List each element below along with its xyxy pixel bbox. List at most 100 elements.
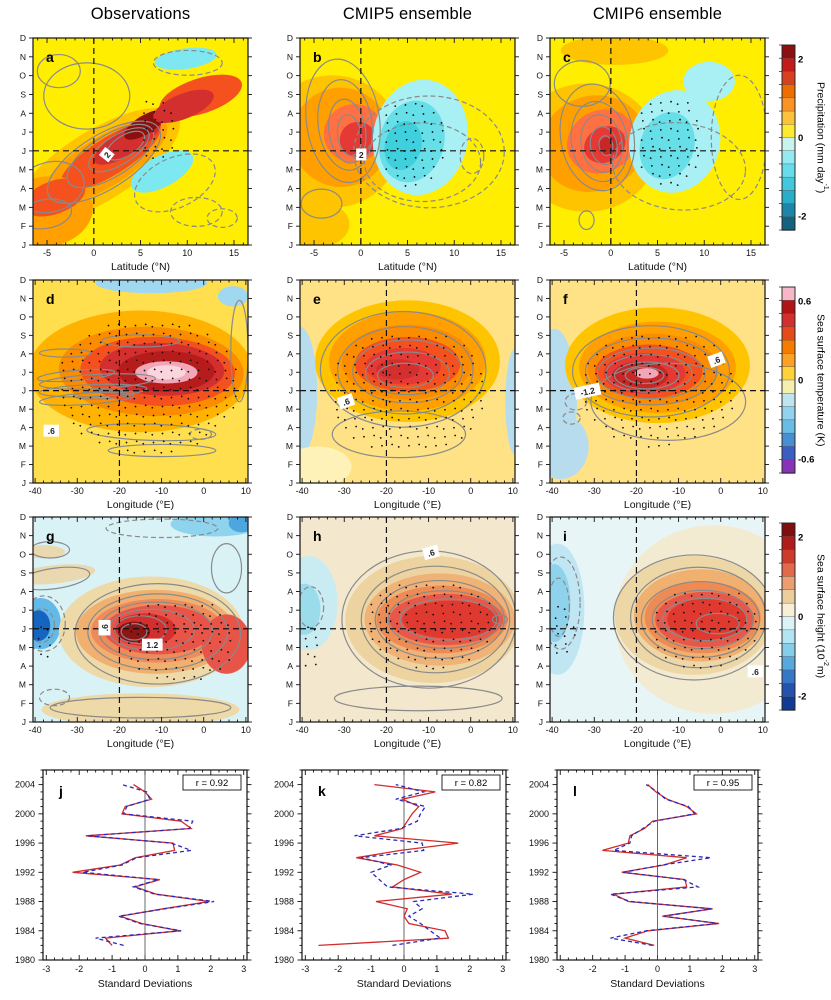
svg-text:O: O [536,549,543,559]
plot-frame [299,279,516,484]
svg-text:A: A [20,587,26,597]
svg-text:S: S [537,568,543,578]
svg-text:0: 0 [468,486,473,496]
svg-text:1996: 1996 [529,838,549,848]
colorbar-ssh: 2 0 -2 [779,522,806,711]
svg-text:-1: -1 [108,964,116,974]
svg-text:N: N [20,293,26,303]
contour-label: -1.2 [573,382,602,400]
svg-text:0: 0 [468,725,473,735]
svg-text:1988: 1988 [529,897,549,907]
svg-text:F: F [288,698,293,708]
svg-text:A: A [287,108,293,118]
svg-text:J: J [22,127,26,137]
svg-text:2: 2 [467,964,472,974]
svg-text:-30: -30 [71,725,84,735]
svg-text:2: 2 [798,533,803,544]
svg-text:M: M [286,202,293,212]
tick-marks [29,37,252,246]
svg-text:5: 5 [655,248,660,258]
svg-text:A: A [537,108,543,118]
svg-text:-20: -20 [113,725,126,735]
svg-text:O: O [286,71,293,81]
svg-text:N: N [20,52,26,62]
svg-text:-30: -30 [588,486,601,496]
tick-marks [296,279,519,484]
axis-tick-labels: 1980 1984 1988 1992 1996 2000 2004 -3 -2 -1 0 1 2 3 [15,780,246,974]
svg-text:J: J [22,717,26,727]
tick-marks [29,516,252,723]
contour-lines [562,325,747,441]
svg-text:1992: 1992 [529,867,549,877]
svg-text:0: 0 [91,248,96,258]
svg-text:0: 0 [798,612,803,623]
contour-label: .6 [422,544,441,561]
svg-text:A: A [20,423,26,433]
svg-text:A: A [537,349,543,359]
x-axis-title: Latitude (°N) [628,261,687,273]
svg-text:M: M [19,441,26,451]
contour-label: 1.2 [142,638,163,651]
svg-text:1.2: 1.2 [146,640,158,650]
panel-letter: l [573,783,577,799]
svg-text:10: 10 [449,248,459,258]
svg-text:10: 10 [758,725,768,735]
colorbar-title-sst: Sea surface temperature (K) [814,313,827,447]
svg-text:J: J [539,127,543,137]
svg-text:5: 5 [405,248,410,258]
svg-text:-40: -40 [296,725,309,735]
svg-text:N: N [287,531,293,541]
plot-frame [549,516,766,723]
svg-text:J: J [289,605,293,615]
svg-text:A: A [20,184,26,194]
svg-text:15: 15 [746,248,756,258]
svg-text:0: 0 [655,964,660,974]
svg-text:M: M [19,680,26,690]
svg-text:-40: -40 [546,725,559,735]
svg-text:-2: -2 [334,964,342,974]
svg-text:J: J [289,127,293,137]
svg-text:-30: -30 [338,486,351,496]
svg-text:-10: -10 [422,725,435,735]
tick-marks [296,516,519,723]
svg-text:M: M [286,680,293,690]
svg-text:2: 2 [359,150,364,160]
svg-text:N: N [537,52,543,62]
stipple-dots [554,592,758,669]
svg-text:-20: -20 [113,486,126,496]
svg-text:-3: -3 [42,964,50,974]
svg-text:2: 2 [102,150,113,160]
x-axis-title: Longitude (°E) [107,499,174,511]
stipple-dots [37,603,232,681]
svg-text:J: J [22,367,26,377]
stipple-dots [584,335,734,448]
svg-text:M: M [536,202,543,212]
svg-text:O: O [536,71,543,81]
svg-text:M: M [286,165,293,175]
svg-text:J: J [539,605,543,615]
contour-label: 2 [98,146,115,163]
svg-text:.6: .6 [48,426,55,436]
svg-text:A: A [287,661,293,671]
svg-text:A: A [537,184,543,194]
crosshair-lines [33,38,248,245]
svg-text:10: 10 [758,486,768,496]
contour-lines [300,58,505,219]
x-axis-title: Longitude (°E) [624,738,691,750]
svg-text:J: J [289,386,293,396]
svg-text:S: S [537,330,543,340]
svg-text:-5: -5 [560,248,568,258]
svg-text:.6: .6 [426,547,436,559]
svg-text:2004: 2004 [529,780,549,790]
svg-text:.6: .6 [100,624,110,631]
svg-text:0: 0 [718,486,723,496]
svg-text:2004: 2004 [274,780,294,790]
panel-letter: c [563,49,571,65]
svg-text:J: J [22,478,26,488]
